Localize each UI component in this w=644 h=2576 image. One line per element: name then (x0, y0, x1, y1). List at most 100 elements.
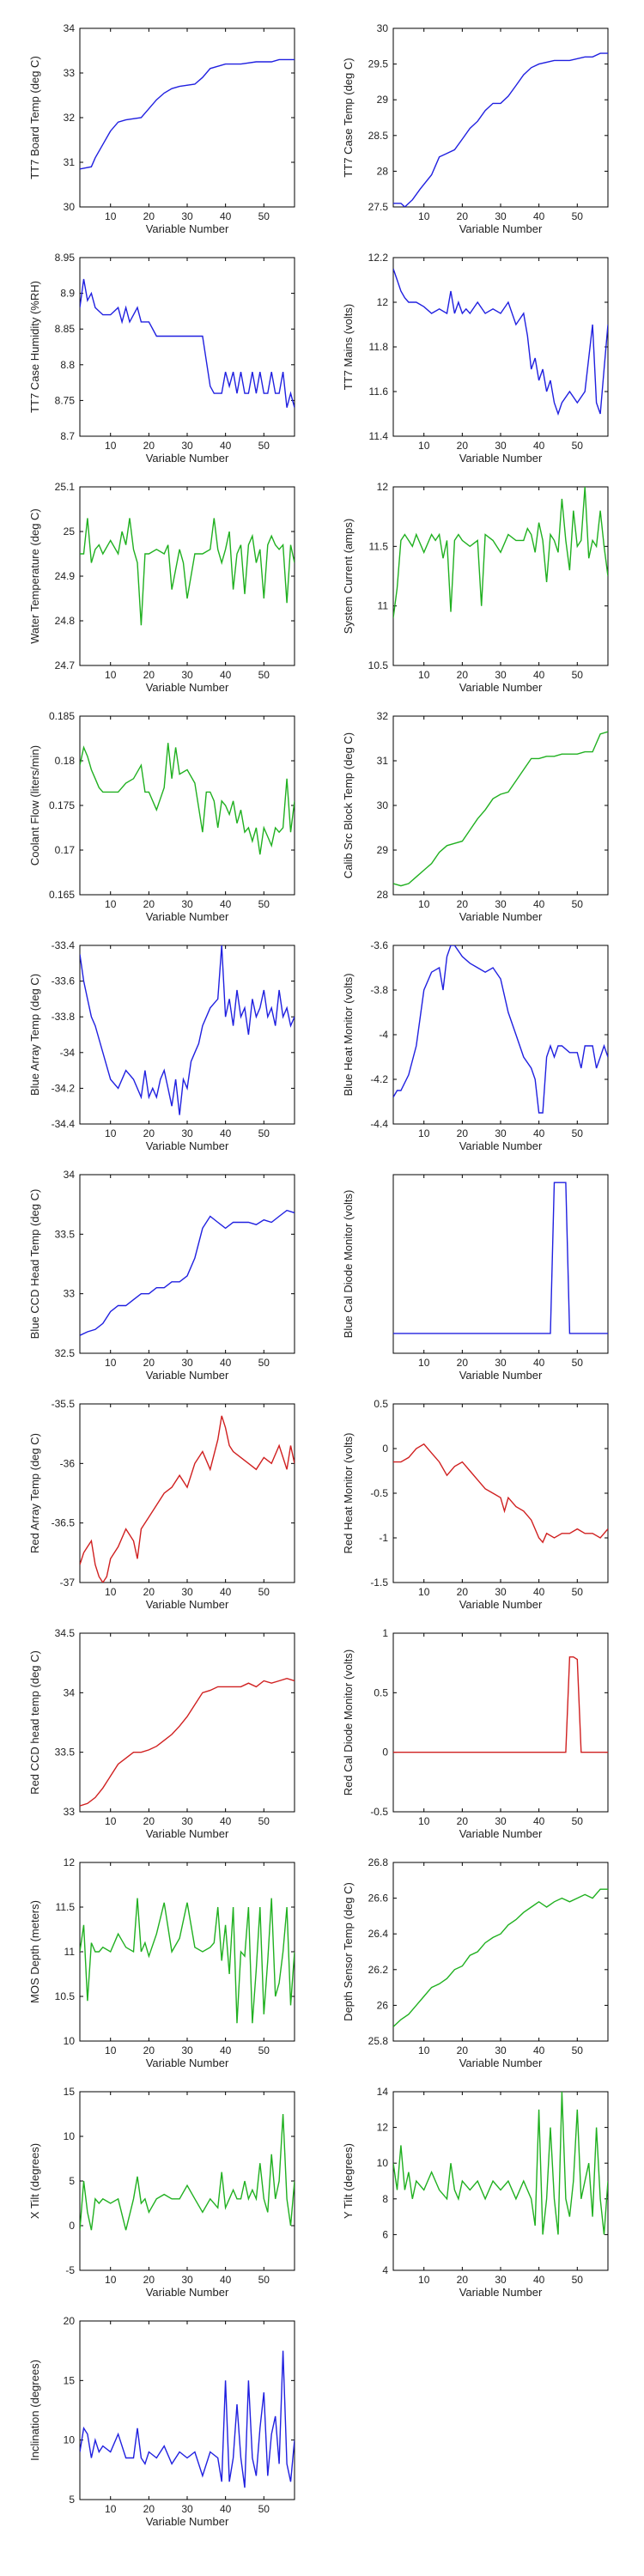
x-tick-label: 30 (495, 2274, 507, 2286)
plot-frame (392, 486, 609, 666)
x-tick-label: 20 (143, 898, 155, 910)
y-tick-label: 25 (64, 526, 76, 538)
y-tick-label: 0.17 (55, 844, 76, 856)
y-tick-label: -37 (60, 1577, 76, 1589)
y-tick-label: 24.8 (55, 615, 76, 627)
y-tick-label: 11.4 (369, 430, 389, 442)
series-line (393, 1443, 608, 1544)
chart-panel: 10 10.5 11 11.5 12 10 20 30 40 50 Variable Number M… (28, 1856, 295, 2069)
x-tick-label: 40 (533, 1815, 545, 1827)
y-tick-label: 33 (64, 67, 76, 79)
x-tick-label: 50 (572, 669, 584, 681)
y-tick-label: 0 (382, 1443, 388, 1455)
x-tick-label: 20 (143, 2503, 155, 2515)
y-axis-label: Y Tilt (degrees) (342, 2143, 355, 2219)
x-tick-label: 40 (220, 898, 232, 910)
y-tick-label: -33.8 (52, 1011, 76, 1023)
y-tick-label: 26.4 (368, 1928, 389, 1940)
x-tick-label: 10 (418, 1357, 430, 1369)
y-tick-label: 33 (64, 1288, 76, 1300)
x-tick-label: 30 (181, 2044, 193, 2057)
x-tick-label: 50 (572, 1127, 584, 1139)
y-tick-label: 0.5 (374, 1398, 388, 1410)
y-tick-label: -1.5 (370, 1577, 388, 1589)
x-tick-label: 30 (181, 2503, 193, 2515)
y-tick-label: -3.8 (370, 984, 388, 996)
x-tick-label: 20 (143, 2044, 155, 2057)
series-line (80, 743, 295, 855)
y-tick-label: 26.8 (368, 1856, 389, 1868)
x-tick-label: 50 (572, 210, 584, 222)
y-tick-label: -35.5 (52, 1398, 76, 1410)
x-tick-label: 20 (457, 1586, 469, 1598)
y-tick-label: 25.1 (55, 481, 76, 493)
x-tick-label: 10 (105, 2503, 117, 2515)
y-tick-label: 8.85 (55, 323, 76, 335)
series-line (393, 731, 608, 887)
x-tick-label: 30 (495, 2044, 507, 2057)
x-tick-label: 30 (181, 1127, 193, 1139)
series-line (80, 1209, 295, 1336)
plot-frame (392, 1174, 609, 1354)
y-axis-label: Blue CCD Head Temp (deg C) (28, 1189, 41, 1340)
x-tick-label: 40 (533, 1586, 545, 1598)
x-tick-label: 30 (495, 1357, 507, 1369)
series-line (393, 268, 608, 416)
y-tick-label: 28 (377, 889, 389, 901)
y-tick-label: 10 (64, 2035, 76, 2047)
x-tick-label: 50 (258, 2503, 270, 2515)
x-tick-label: 30 (181, 440, 193, 452)
y-tick-label: -4 (379, 1029, 388, 1041)
y-tick-label: 4 (382, 2264, 388, 2276)
x-tick-label: 10 (418, 898, 430, 910)
x-tick-label: 50 (572, 440, 584, 452)
x-axis-label: Variable Number (459, 1827, 543, 1840)
x-axis-label: Variable Number (459, 452, 543, 465)
y-tick-label: 0.5 (374, 1686, 388, 1698)
x-tick-label: 10 (105, 2274, 117, 2286)
series-line (80, 1415, 295, 1583)
y-tick-label: 0.165 (49, 889, 75, 901)
plot-frame (79, 945, 295, 1125)
y-axis-label: Water Temperature (deg C) (28, 508, 41, 644)
x-axis-label: Variable Number (459, 910, 543, 923)
y-tick-label: 33.5 (55, 1228, 76, 1240)
x-tick-label: 20 (143, 1357, 155, 1369)
series-line (80, 1898, 295, 2024)
y-tick-label: -34.2 (52, 1082, 76, 1094)
y-tick-label: 10 (377, 2157, 389, 2169)
y-axis-label: Blue Heat Monitor (volts) (342, 973, 355, 1096)
x-tick-label: 50 (572, 2044, 584, 2057)
plot-frame (79, 1862, 295, 2042)
y-tick-label: 11.8 (369, 341, 389, 353)
x-tick-label: 10 (105, 1127, 117, 1139)
chart-panel: 32.5 33 33.5 34 10 20 30 40 50 Variable Number Blu… (28, 1169, 295, 1382)
y-tick-label: -0.5 (370, 1806, 388, 1818)
y-tick-label: 11.5 (56, 1901, 76, 1913)
x-axis-label: Variable Number (146, 1369, 229, 1382)
x-tick-label: 20 (143, 2274, 155, 2286)
plot-frame (392, 2091, 609, 2271)
y-tick-label: -34 (60, 1047, 76, 1059)
y-tick-label: 14 (377, 2086, 389, 2098)
x-tick-label: 40 (533, 669, 545, 681)
plot-frame (79, 257, 295, 437)
y-axis-label: MOS Depth (meters) (28, 1900, 41, 2003)
chart-panel: -4.4 -4.2 -4 -3.8 -3.6 10 20 30 40 50 Variable Num… (342, 939, 609, 1152)
x-axis-label: Variable Number (146, 910, 229, 923)
x-tick-label: 10 (418, 440, 430, 452)
series-line (80, 1677, 295, 1807)
y-tick-label: 30 (377, 799, 389, 811)
x-axis-label: Variable Number (459, 1598, 543, 1611)
x-tick-label: 20 (457, 1127, 469, 1139)
y-tick-label: 28.5 (368, 130, 389, 142)
plot-frame (79, 1174, 295, 1354)
x-tick-label: 50 (258, 1586, 270, 1598)
x-tick-label: 30 (495, 898, 507, 910)
series-line (80, 518, 295, 626)
plot-frame (392, 945, 609, 1125)
x-tick-label: 40 (220, 1127, 232, 1139)
y-tick-label: 15 (64, 2374, 76, 2386)
y-tick-label: 12 (377, 481, 389, 493)
x-tick-label: 40 (220, 2274, 232, 2286)
